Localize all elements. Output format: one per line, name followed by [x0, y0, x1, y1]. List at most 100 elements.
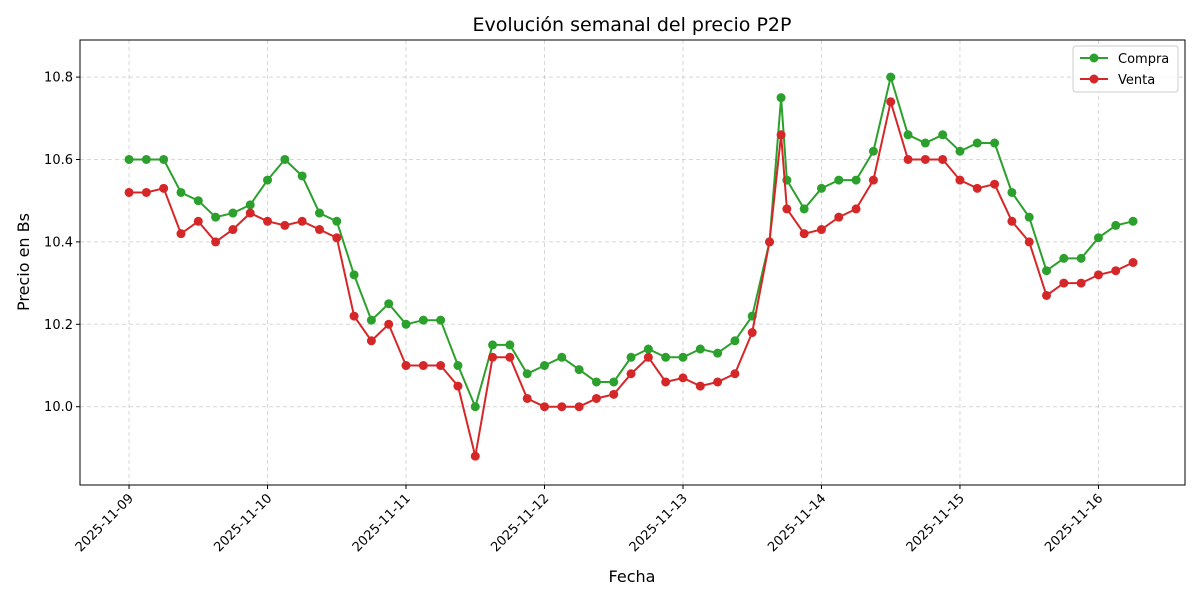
data-point-compra: [540, 361, 550, 371]
legend-venta-marker: [1089, 74, 1099, 84]
data-point-compra: [1111, 220, 1121, 230]
data-point-compra: [799, 204, 809, 214]
data-point-venta: [1024, 237, 1034, 247]
data-point-compra: [193, 196, 203, 206]
data-point-venta: [1059, 278, 1069, 288]
data-point-venta: [834, 212, 844, 222]
data-point-compra: [522, 369, 532, 379]
data-point-venta: [776, 130, 786, 140]
data-point-compra: [1128, 216, 1138, 226]
chart-title: Evolución semanal del precio P2P: [473, 14, 792, 36]
data-point-compra: [141, 154, 151, 164]
data-point-compra: [643, 344, 653, 354]
data-point-compra: [1093, 233, 1103, 243]
data-point-venta: [990, 179, 1000, 189]
data-point-compra: [713, 348, 723, 358]
data-point-compra: [851, 175, 861, 185]
data-point-venta: [799, 229, 809, 239]
data-point-compra: [1042, 266, 1052, 276]
data-point-venta: [886, 97, 896, 107]
data-point-venta: [765, 237, 775, 247]
data-point-venta: [470, 451, 480, 461]
x-tick-label: 2025-11-16: [1042, 491, 1106, 555]
data-point-venta: [730, 369, 740, 379]
series-line-venta: [129, 97, 1134, 457]
x-tick-label: 2025-11-13: [627, 491, 691, 555]
data-point-venta: [851, 204, 861, 214]
data-point-venta: [868, 175, 878, 185]
data-point-venta: [1076, 278, 1086, 288]
data-point-compra: [453, 361, 463, 371]
data-point-venta: [678, 373, 688, 383]
data-point-compra: [990, 138, 1000, 148]
data-point-compra: [263, 175, 273, 185]
x-tick-label: 2025-11-15: [904, 491, 968, 555]
legend-compra-marker: [1089, 53, 1099, 63]
data-point-venta: [366, 336, 376, 346]
data-point-venta: [280, 220, 290, 230]
legend-compra-label: Compra: [1118, 52, 1169, 67]
data-point-venta: [522, 393, 532, 403]
legend: Compra Venta: [1072, 45, 1179, 93]
data-point-compra: [436, 315, 446, 325]
data-point-venta: [453, 381, 463, 391]
x-axis: 2025-11-09 2025-11-10 2025-11-11 2025-11-12…: [73, 485, 1106, 555]
data-point-venta: [505, 352, 515, 362]
data-point-venta: [314, 225, 324, 235]
series-venta: [124, 97, 1138, 461]
data-point-venta: [193, 216, 203, 226]
data-point-venta: [747, 328, 757, 338]
data-point-compra: [366, 315, 376, 325]
data-point-venta: [1007, 216, 1017, 226]
data-point-venta: [955, 175, 965, 185]
data-point-compra: [124, 154, 134, 164]
data-point-compra: [228, 208, 238, 218]
data-point-compra: [678, 352, 688, 362]
y-tick-label: 10.4: [44, 235, 73, 250]
data-point-compra: [886, 72, 896, 82]
data-point-compra: [695, 344, 705, 354]
data-point-compra: [730, 336, 740, 346]
y-axis: 10.0 10.2 10.4 10.6 10.8: [44, 71, 80, 415]
data-point-venta: [903, 154, 913, 164]
data-point-venta: [124, 187, 134, 197]
data-point-compra: [401, 319, 411, 329]
data-point-compra: [903, 130, 913, 140]
data-point-venta: [816, 225, 826, 235]
data-point-compra: [418, 315, 428, 325]
data-point-compra: [609, 377, 619, 387]
data-point-compra: [868, 146, 878, 156]
data-point-venta: [211, 237, 221, 247]
data-point-compra: [314, 208, 324, 218]
data-point-venta: [1128, 258, 1138, 267]
data-point-venta: [713, 377, 723, 387]
data-point-venta: [1093, 270, 1103, 280]
data-point-compra: [626, 352, 636, 362]
data-point-venta: [263, 216, 273, 226]
data-point-compra: [280, 154, 290, 164]
data-point-compra: [574, 365, 584, 375]
series-group: [124, 72, 1138, 461]
data-point-venta: [609, 389, 619, 399]
y-tick-label: 10.6: [44, 153, 73, 168]
data-point-compra: [1076, 253, 1086, 263]
data-point-venta: [488, 352, 498, 362]
data-point-compra: [1007, 187, 1017, 197]
data-point-compra: [159, 154, 169, 164]
data-point-venta: [141, 187, 151, 197]
data-point-venta: [159, 183, 169, 193]
data-point-compra: [972, 138, 982, 148]
data-point-compra: [488, 340, 498, 350]
data-point-compra: [505, 340, 515, 350]
plot-frame: [79, 39, 1186, 486]
data-point-venta: [1042, 290, 1052, 300]
data-point-venta: [436, 361, 446, 371]
data-point-compra: [557, 352, 567, 362]
x-tick-label: 2025-11-09: [73, 491, 137, 555]
data-point-venta: [938, 154, 948, 164]
data-point-compra: [816, 183, 826, 193]
y-tick-label: 10.2: [44, 318, 73, 333]
data-point-compra: [332, 216, 342, 226]
data-point-venta: [349, 311, 359, 321]
